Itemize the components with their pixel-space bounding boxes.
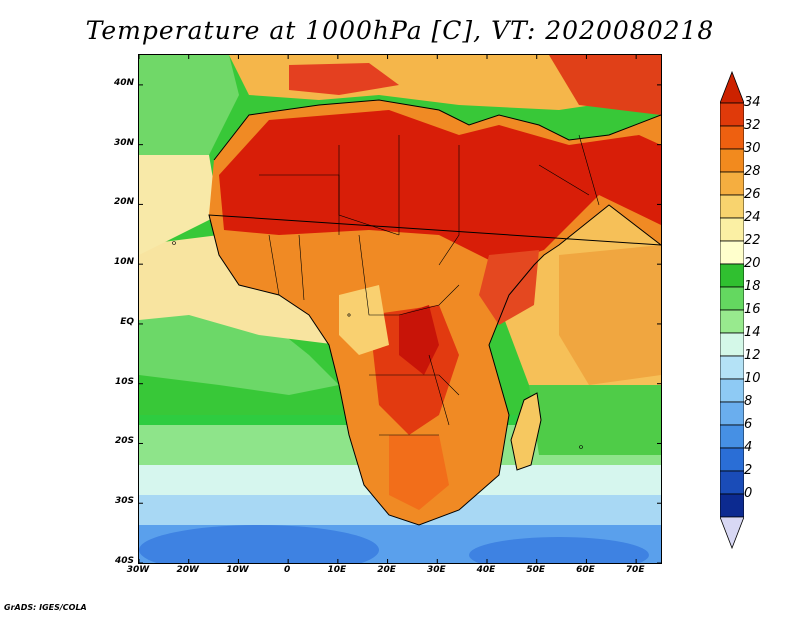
madagascar — [511, 393, 541, 470]
colorbar-tick-label: 20 — [744, 256, 761, 271]
lon-tick-label: 0 — [284, 565, 291, 575]
map-panel — [138, 54, 662, 564]
colorbar-segment — [720, 286, 744, 311]
atlantic-warm-band — [139, 235, 339, 345]
lat-tick-label: EQ — [120, 316, 134, 327]
cold-pool-east — [469, 537, 649, 563]
cold-pool-west — [139, 525, 379, 563]
colorbar-tick-label: 30 — [744, 141, 761, 156]
colorbar-segment — [720, 70, 744, 104]
colorbar-tick-label: 26 — [744, 187, 761, 202]
zambia-hottest — [399, 305, 439, 375]
colorbar-segment — [720, 194, 744, 219]
lat-tick-label: 40N — [113, 77, 134, 88]
colorbar-tick-label: 6 — [744, 417, 753, 432]
colorbar-segment — [720, 240, 744, 265]
colorbar-segment — [720, 217, 744, 242]
colorbar-tick-label: 24 — [744, 210, 761, 225]
grid-ticks — [139, 55, 661, 563]
lon-tick-label: 60E — [576, 565, 595, 575]
anatolia-hot — [549, 55, 661, 115]
lon-tick-label: 20W — [176, 565, 199, 575]
lon-tick-label: 50E — [526, 565, 546, 575]
arabian-sea-warm — [559, 245, 661, 385]
north-atlantic-green — [139, 55, 239, 155]
canary-warm — [139, 155, 219, 255]
lat-tick-label: 10N — [113, 257, 134, 268]
colorbar-segment — [720, 516, 744, 550]
south-africa-warm — [389, 435, 449, 510]
colorbar-segment — [720, 102, 744, 127]
colorbar-tick-label: 18 — [744, 279, 761, 294]
indian-ocean-green — [529, 385, 661, 455]
chart-title: Temperature at 1000hPa [C], VT: 20200802… — [85, 16, 715, 45]
colorbar-tick-label: 16 — [744, 302, 761, 317]
lon-tick-label: 70E — [625, 565, 645, 575]
colorbar-tick-label: 4 — [744, 440, 753, 455]
colorbar-segment — [720, 309, 744, 334]
colorbar-tick-label: 34 — [744, 95, 761, 110]
temperature-map — [139, 55, 661, 563]
country-borders — [259, 134, 600, 436]
sao-tome — [347, 313, 351, 317]
lat-tick-label: 30S — [114, 496, 134, 507]
lat-tick-label: 20S — [114, 436, 134, 447]
lon-tick-label: 30W — [126, 565, 150, 575]
lat-tick-label: 10S — [114, 376, 134, 387]
lon-tick-label: 10E — [327, 565, 347, 575]
lon-tick-label: 40E — [476, 565, 496, 575]
lon-tick-label: 10W — [226, 565, 249, 575]
colorbar-tick-label: 32 — [744, 118, 761, 133]
colorbar-tick-label: 28 — [744, 164, 761, 179]
lon-tick-label: 20E — [377, 565, 396, 575]
colorbar-tick-label: 22 — [744, 233, 761, 248]
colorbar-tick-label: 2 — [744, 463, 753, 478]
colorbar-segment — [720, 171, 744, 196]
horn-of-africa-hot — [479, 250, 539, 325]
colorbar-segment — [720, 401, 744, 426]
lat-tick-label: 40S — [114, 556, 134, 566]
colorbar-segment — [720, 263, 744, 288]
colorbar-tick-label: 10 — [744, 371, 761, 386]
mauritius — [579, 445, 583, 449]
iberia-hot — [289, 63, 399, 95]
sahara-arabia-hottest — [219, 110, 661, 265]
congo-mild — [339, 285, 389, 355]
coastline — [208, 99, 661, 526]
credit-text: GrADS: IGES/COLA — [4, 603, 87, 612]
colorbar-segment — [720, 125, 744, 150]
colorbar-segment — [720, 332, 744, 357]
colorbar-segment — [720, 447, 744, 472]
colorbar-segment — [720, 148, 744, 173]
lon-tick-label: 30E — [426, 565, 446, 575]
lat-tick-label: 20N — [113, 197, 134, 208]
lat-tick-label: 30N — [113, 137, 134, 148]
colorbar-tick-label: 0 — [744, 486, 753, 501]
cape-verde — [172, 241, 176, 245]
colorbar-segment — [720, 493, 744, 518]
madagascar-coastline — [510, 392, 542, 471]
atlantic-cool-tongue — [139, 300, 339, 395]
colorbar-tick-label: 14 — [744, 325, 761, 340]
colorbar-tick-label: 12 — [744, 348, 761, 363]
colorbar-tick-label: 8 — [744, 394, 753, 409]
colorbar-segment — [720, 355, 744, 380]
colorbar-segment — [720, 424, 744, 449]
colorbar-segment — [720, 378, 744, 403]
colorbar — [720, 70, 744, 550]
colorbar-segment — [720, 470, 744, 495]
